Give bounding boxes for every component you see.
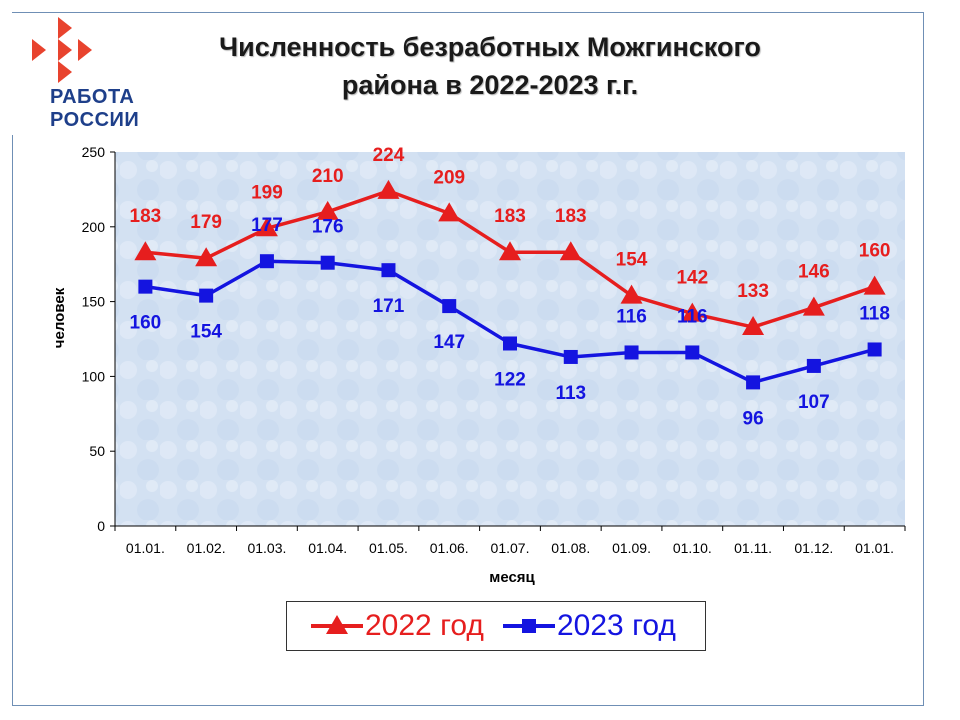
data-label: 160 — [859, 241, 891, 262]
legend-label-2023: 2023 год — [557, 609, 676, 642]
rabota-rossii-logo — [28, 14, 158, 134]
data-point-triangle — [620, 284, 643, 304]
data-label: 133 — [737, 281, 769, 302]
data-point-triangle — [559, 241, 582, 261]
y-tick-label: 0 — [97, 518, 105, 534]
data-point-square — [806, 358, 821, 373]
data-label: 209 — [433, 167, 465, 188]
logo-line-1: РАБОТА — [50, 86, 135, 108]
logo-line-2: РОССИИ — [50, 109, 140, 131]
data-label: 107 — [798, 392, 830, 413]
data-label: 146 — [798, 262, 830, 283]
data-point-triangle — [377, 179, 400, 199]
page-title: Численность безработных Можгинского райо… — [150, 28, 830, 104]
slide-frame-left — [12, 135, 13, 706]
title-line-1: Численность безработных Можгинского — [219, 32, 761, 62]
y-tick-label: 100 — [82, 368, 106, 384]
data-label: 171 — [373, 296, 405, 317]
data-point-triangle — [438, 202, 461, 222]
data-label: 160 — [130, 313, 162, 334]
data-point-square — [867, 342, 882, 357]
legend-item-2023: 2023 год — [501, 602, 676, 650]
data-point-square — [138, 279, 153, 294]
data-point-triangle — [802, 296, 825, 316]
x-tick-label: 01.10. — [673, 540, 712, 556]
data-point-square — [685, 345, 700, 360]
data-label: 96 — [743, 408, 764, 429]
x-tick-label: 01.06. — [430, 540, 469, 556]
data-point-square — [442, 299, 457, 314]
slide-frame — [12, 12, 924, 706]
x-tick-label: 01.11. — [734, 540, 772, 556]
data-point-square — [320, 255, 335, 270]
data-point-triangle — [681, 302, 704, 322]
data-label: 177 — [251, 215, 283, 236]
y-tick-label: 150 — [82, 294, 106, 310]
data-point-square — [624, 345, 639, 360]
x-axis-title: месяц — [489, 569, 535, 586]
logo-text: РАБОТА РОССИИ — [50, 86, 139, 132]
data-label: 116 — [677, 306, 708, 327]
data-point-triangle — [499, 241, 521, 261]
data-point-triangle — [863, 275, 886, 295]
data-label: 183 — [555, 206, 587, 227]
square-marker-icon — [503, 619, 555, 633]
x-tick-label: 01.07. — [491, 540, 530, 556]
data-label: 147 — [433, 332, 465, 353]
data-label: 154 — [616, 250, 648, 271]
data-label: 183 — [494, 206, 526, 227]
y-tick-label: 50 — [89, 443, 105, 459]
x-tick-label: 01.12. — [794, 540, 833, 556]
title-line-2: района в 2022-2023 г.г. — [341, 70, 639, 100]
data-point-triangle — [316, 200, 339, 220]
y-tick-label: 200 — [82, 219, 106, 235]
y-tick-label: 250 — [82, 144, 106, 160]
data-label: 183 — [130, 206, 162, 227]
data-label: 199 — [251, 182, 283, 203]
data-point-square — [381, 263, 396, 278]
data-point-square — [259, 254, 274, 269]
data-point-square — [563, 349, 578, 364]
data-point-triangle — [195, 247, 218, 267]
x-tick-label: 01.04. — [308, 540, 347, 556]
data-label: 122 — [494, 369, 526, 390]
x-tick-label: 01.01. — [855, 540, 894, 556]
data-label: 116 — [616, 306, 647, 327]
x-tick-label: 01.01. — [126, 540, 165, 556]
data-point-square — [503, 336, 517, 351]
data-point-triangle — [134, 241, 157, 261]
data-point-triangle — [255, 217, 278, 237]
chart-legend: 2022 год 2023 год — [286, 601, 706, 651]
x-tick-label: 01.03. — [247, 540, 286, 556]
legend-item-2022: 2022 год — [309, 602, 484, 650]
x-tick-label: 01.09. — [612, 540, 651, 556]
data-label: 224 — [373, 145, 405, 166]
data-point-square — [199, 288, 214, 303]
data-label: 118 — [859, 303, 890, 324]
x-tick-label: 01.08. — [551, 540, 590, 556]
data-label: 176 — [312, 217, 344, 238]
data-label: 179 — [190, 212, 222, 233]
data-label: 154 — [190, 322, 222, 343]
logo-arrows-icon — [32, 17, 92, 83]
legend-label-2022: 2022 год — [365, 609, 484, 642]
x-tick-label: 01.05. — [369, 540, 408, 556]
data-label: 142 — [676, 268, 708, 289]
line-chart: 0 50 100 150 200 250 01.01. 01.02. 01.03. 01.04. 0… — [51, 144, 906, 586]
triangle-marker-icon — [311, 615, 363, 634]
data-label: 210 — [312, 166, 344, 187]
y-axis-title: человек — [51, 287, 68, 348]
data-label: 113 — [555, 383, 586, 404]
data-point-triangle — [742, 316, 765, 336]
x-tick-label: 01.02. — [187, 540, 226, 556]
data-point-square — [746, 375, 761, 390]
